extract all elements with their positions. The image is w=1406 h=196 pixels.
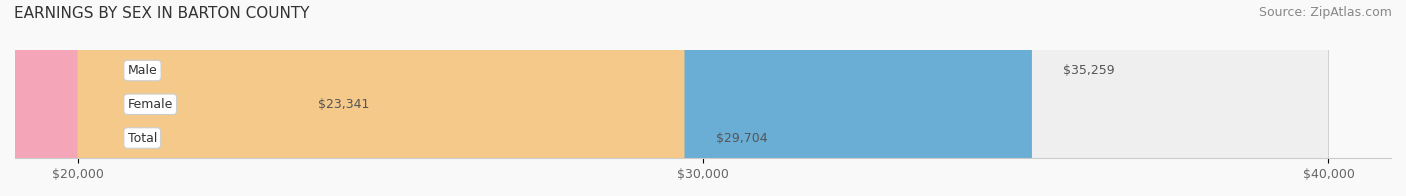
Text: $29,704: $29,704 — [716, 132, 768, 144]
FancyBboxPatch shape — [77, 0, 1329, 196]
Text: $35,259: $35,259 — [1063, 64, 1115, 77]
FancyBboxPatch shape — [0, 0, 453, 196]
Text: Male: Male — [128, 64, 157, 77]
Text: Female: Female — [128, 98, 173, 111]
FancyBboxPatch shape — [77, 0, 1329, 196]
Text: EARNINGS BY SEX IN BARTON COUNTY: EARNINGS BY SEX IN BARTON COUNTY — [14, 6, 309, 21]
FancyBboxPatch shape — [77, 0, 1032, 196]
FancyBboxPatch shape — [77, 0, 685, 196]
FancyBboxPatch shape — [77, 0, 1329, 196]
Text: $23,341: $23,341 — [318, 98, 370, 111]
Text: Total: Total — [128, 132, 157, 144]
Text: Source: ZipAtlas.com: Source: ZipAtlas.com — [1258, 6, 1392, 19]
